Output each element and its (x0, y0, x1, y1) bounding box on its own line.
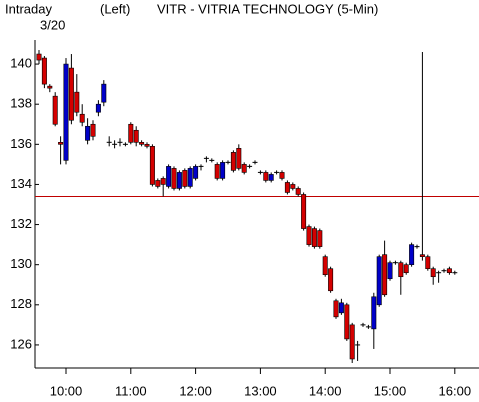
x-tick-label: 13:00 (244, 383, 277, 398)
candle-body (236, 148, 242, 169)
candle-body (290, 184, 296, 189)
y-tick-label: 136 (10, 136, 32, 151)
candle-body (52, 95, 58, 125)
candle-body (220, 162, 226, 179)
candle-body (349, 324, 355, 360)
candle-body (58, 142, 64, 145)
candle-body (382, 254, 388, 296)
candle-body (376, 256, 382, 306)
y-tick-label: 134 (10, 176, 32, 191)
candle-body (85, 125, 91, 141)
candle-body (193, 166, 199, 179)
candle-body (176, 172, 182, 189)
candle-body (160, 178, 166, 185)
candle-body (419, 254, 425, 257)
candle-body (409, 244, 415, 265)
candle-body (430, 268, 436, 278)
candle-body (263, 172, 269, 181)
candle-body (155, 180, 161, 187)
candle-body (301, 194, 307, 229)
candle-body (241, 164, 247, 173)
candle-body (79, 113, 85, 123)
candle-body (371, 296, 377, 330)
candle-body (344, 304, 350, 340)
candle-body (63, 63, 69, 161)
x-tick-label: 10:00 (50, 383, 83, 398)
date-label: 3/20 (40, 17, 65, 32)
y-tick-label: 140 (10, 56, 32, 71)
candle-body (403, 264, 409, 274)
candle-body (144, 144, 150, 147)
candle-body (306, 226, 312, 245)
candle-body (95, 103, 101, 113)
candle-body (68, 67, 74, 121)
candle-body (187, 168, 193, 187)
candle-body (90, 123, 96, 137)
candle-body (128, 123, 134, 143)
candle-body (311, 228, 317, 247)
candle-body (328, 268, 334, 292)
candle-body (387, 262, 393, 280)
candle-body (268, 174, 274, 181)
candle-body (317, 230, 323, 247)
candle-body (284, 182, 290, 193)
y-tick-label: 130 (10, 256, 32, 271)
y-tick-label: 126 (10, 336, 32, 351)
axis-side: (Left) (100, 1, 130, 16)
candle-body (101, 83, 107, 103)
candle-body (333, 300, 339, 318)
candle-body (139, 142, 145, 145)
y-tick-label: 138 (10, 96, 32, 111)
candle-body (398, 262, 404, 278)
y-tick-label: 128 (10, 296, 32, 311)
candle-body (446, 268, 452, 274)
candle-body (171, 168, 177, 189)
candle-body (41, 57, 47, 85)
candle-body (214, 164, 220, 179)
x-tick-label: 12:00 (179, 383, 212, 398)
candle-body (149, 146, 155, 185)
candle-body (182, 170, 188, 187)
candle-body (166, 166, 172, 187)
candle-body (133, 129, 139, 143)
x-tick-label: 16:00 (439, 383, 472, 398)
subtitle: Intraday (5, 1, 52, 16)
candle-body (47, 85, 53, 89)
candle-body (295, 188, 301, 195)
x-tick-label: 15:00 (374, 383, 407, 398)
candle-body (425, 256, 431, 269)
x-tick-label: 14:00 (309, 383, 342, 398)
x-tick-label: 11:00 (115, 383, 147, 398)
candle-body (36, 53, 42, 61)
y-tick-label: 132 (10, 216, 32, 231)
candle-body (279, 172, 285, 179)
candle-body (230, 152, 236, 171)
chart-title: VITR - VITRIA TECHNOLOGY (5-Min) (157, 1, 378, 16)
candle-body (338, 302, 344, 314)
candle-body (74, 91, 80, 113)
candle-body (322, 256, 328, 276)
